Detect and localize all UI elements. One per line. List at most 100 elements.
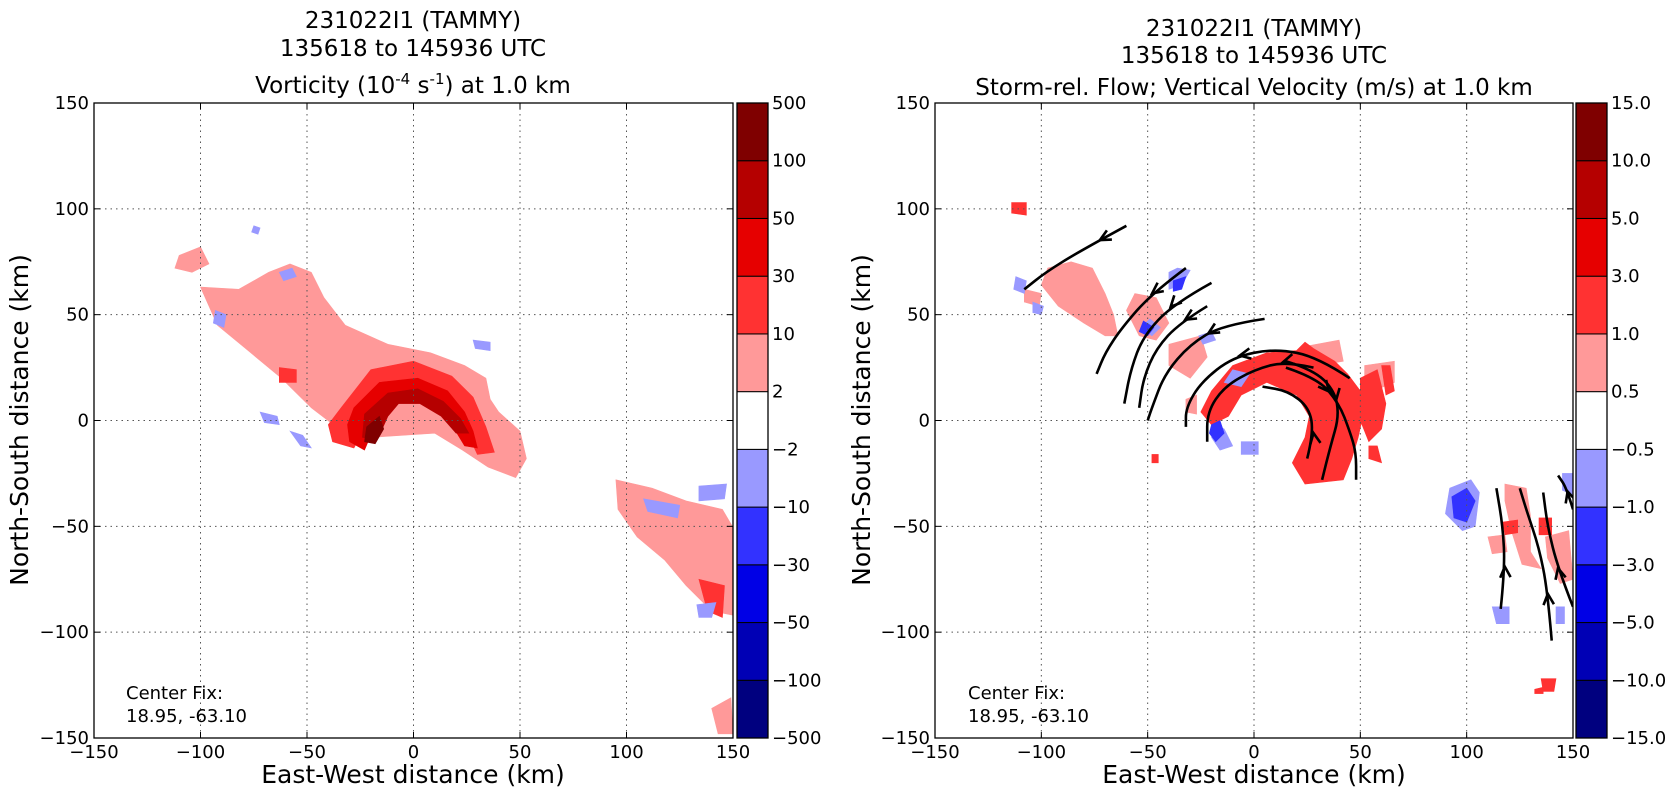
streamline-8: [1285, 366, 1358, 480]
colorbar-swatch: [1575, 564, 1608, 624]
streamline-arrowhead: [1205, 322, 1221, 336]
contour-region-26: [1240, 441, 1259, 455]
vorticity-title-line-1: 231022I1 (TAMMY): [305, 8, 521, 34]
vertical-velocity-panel: 231022I1 (TAMMY) 135618 to 145936 UTC St…: [847, 16, 1666, 789]
colorbar-swatch: [1575, 333, 1608, 393]
colorbar-tick-label: −10: [772, 497, 810, 518]
colorbar-tick-label: 5.0: [1611, 208, 1640, 229]
streamline-arrowhead: [1542, 590, 1556, 606]
x-tick-label: −150: [69, 742, 118, 763]
vorticity-ticks: −150 −100 −50 0 50 100 150 −150 −100 −50 0 50 100 150: [40, 93, 751, 763]
colorbar-tick-label: −0.5: [1611, 439, 1655, 460]
x-tick-label: 150: [1556, 742, 1590, 763]
vorticity-title-line-2: 135618 to 145936 UTC: [280, 36, 546, 62]
x-tick-label: 150: [716, 742, 750, 763]
contour-region-16: [1151, 454, 1159, 464]
y-tick-label: −150: [881, 728, 930, 749]
contour-region-31: [1013, 276, 1027, 294]
y-tick-label: 0: [78, 411, 89, 432]
contour-region-7: [698, 578, 725, 618]
x-tick-label: 100: [1449, 742, 1483, 763]
colorbar-tick-label: 10.0: [1611, 151, 1651, 172]
x-tick-label: 100: [609, 742, 643, 763]
contour-region-15: [472, 339, 491, 351]
velocity-center-fix-value: 18.95, -63.10: [968, 706, 1089, 727]
contour-region-32: [1032, 301, 1044, 316]
colorbar-swatch: [1575, 622, 1608, 681]
colorbar-tick-label: −500: [772, 728, 821, 749]
vorticity-title-line-3: Vorticity (10-4 s-1) at 1.0 km: [255, 70, 571, 99]
streamline-12: [1518, 487, 1553, 641]
velocity-ticks: −150 −100 −50 0 50 100 150 −150 −100 −50 0 50 100 150: [881, 93, 1591, 763]
colorbar-tick-label: 1.0: [1611, 324, 1640, 345]
y-tick-label: 150: [55, 93, 89, 114]
colorbar-swatch: [736, 564, 769, 624]
y-tick-label: −50: [51, 516, 89, 537]
contour-region-34: [1172, 276, 1187, 292]
colorbar-swatch: [736, 102, 769, 162]
velocity-center-fix-label: Center Fix:: [968, 683, 1065, 704]
y-tick-label: 100: [55, 199, 89, 220]
y-tick-label: −100: [40, 622, 89, 643]
x-tick-label: −100: [176, 742, 225, 763]
colorbar-tick-label: 50: [772, 208, 795, 229]
colorbar-swatch: [1575, 102, 1608, 162]
colorbar-tick-label: 15.0: [1611, 93, 1651, 114]
colorbar-tick-label: −2: [772, 439, 799, 460]
colorbar-tick-label: −3.0: [1611, 555, 1655, 576]
streamline-6: [1184, 349, 1351, 427]
colorbar-tick-label: −30: [772, 555, 810, 576]
velocity-streamlines: [1023, 224, 1573, 641]
contour-region-16: [643, 498, 681, 519]
colorbar-swatch: [736, 391, 769, 450]
velocity-xlabel: East-West distance (km): [1102, 760, 1406, 789]
colorbar-swatch: [1575, 160, 1608, 219]
x-tick-label: −150: [910, 742, 959, 763]
colorbar-swatch: [736, 679, 769, 739]
vorticity-title-mid: s: [410, 73, 429, 99]
colorbar-tick-label: 3.0: [1611, 266, 1640, 287]
contour-region-17: [698, 483, 727, 502]
colorbar-tick-label: 10: [772, 324, 795, 345]
vorticity-contours: [174, 225, 733, 735]
colorbar-swatch: [736, 448, 769, 508]
vorticity-panel: 231022I1 (TAMMY) 135618 to 145936 UTC Vo…: [5, 8, 821, 789]
colorbar-tick-label: 0.5: [1611, 382, 1640, 403]
streamline-arrowhead: [1236, 347, 1252, 360]
contour-region-10: [1504, 483, 1542, 570]
colorbar-tick-label: 500: [772, 93, 806, 114]
contour-region-14: [1368, 445, 1383, 464]
x-tick-label: 50: [1349, 742, 1372, 763]
streamline-13: [1541, 492, 1573, 608]
colorbar-swatch: [736, 333, 769, 393]
y-tick-label: 100: [896, 199, 930, 220]
vorticity-center-fix-value: 18.95, -63.10: [126, 706, 247, 727]
colorbar-swatch: [736, 160, 769, 219]
colorbar-tick-label: 100: [772, 151, 806, 172]
contour-region-11: [278, 267, 297, 282]
contour-region-15: [1381, 365, 1395, 396]
y-tick-label: −100: [881, 622, 930, 643]
colorbar-swatch: [736, 506, 769, 566]
y-tick-label: 150: [896, 93, 930, 114]
streamline-5: [1146, 317, 1265, 421]
colorbar-swatch: [1575, 679, 1608, 739]
colorbar-tick-label: 2: [772, 382, 783, 403]
x-tick-label: −100: [1017, 742, 1066, 763]
colorbar-swatch: [1575, 275, 1608, 335]
vorticity-xlabel: East-West distance (km): [261, 760, 565, 789]
y-tick-label: −50: [892, 516, 930, 537]
y-tick-label: 50: [66, 305, 89, 326]
colorbar-swatch: [736, 217, 769, 277]
streamline-arrowhead: [1149, 282, 1165, 296]
contour-region-29: [1491, 606, 1510, 625]
streamline-arrowhead: [1554, 565, 1567, 581]
contour-region-36: [1138, 320, 1155, 337]
velocity-ylabel: North-South distance (km): [847, 254, 876, 586]
velocity-title-line-1: 231022I1 (TAMMY): [1146, 16, 1362, 42]
colorbar-swatch: [736, 275, 769, 335]
colorbar-swatch: [736, 622, 769, 681]
contour-region-14: [259, 411, 280, 426]
colorbar-tick-label: 30: [772, 266, 795, 287]
contour-region-30: [1555, 606, 1565, 625]
